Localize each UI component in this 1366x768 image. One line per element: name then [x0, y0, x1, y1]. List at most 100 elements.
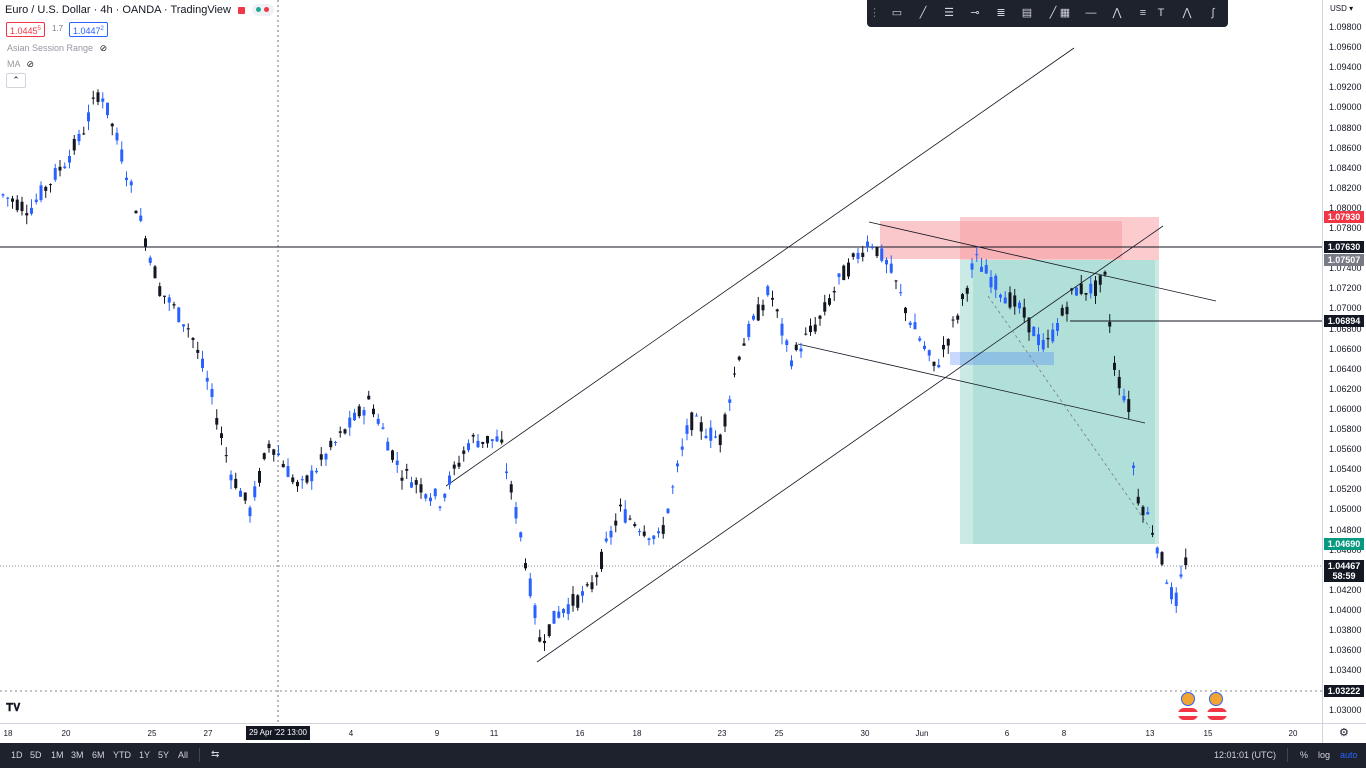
bull-candle[interactable]	[253, 486, 257, 498]
bull-candle[interactable]	[994, 275, 998, 290]
bear-candle[interactable]	[1098, 275, 1102, 285]
bull-candle[interactable]	[856, 252, 860, 259]
bull-candle[interactable]	[918, 338, 922, 341]
bull-candle[interactable]	[6, 197, 10, 199]
bull-candle[interactable]	[866, 241, 869, 248]
bear-candle[interactable]	[600, 551, 603, 569]
bull-candle[interactable]	[286, 466, 290, 477]
bear-candle[interactable]	[524, 563, 527, 569]
bull-candle[interactable]	[1018, 302, 1021, 309]
bull-candle[interactable]	[433, 488, 437, 497]
bull-candle[interactable]	[101, 98, 105, 102]
bear-candle[interactable]	[1127, 399, 1131, 413]
bull-candle[interactable]	[657, 531, 660, 534]
bull-candle[interactable]	[106, 102, 109, 116]
bull-candle[interactable]	[528, 578, 532, 597]
bull-candle[interactable]	[999, 294, 1002, 298]
bear-candle[interactable]	[191, 338, 195, 340]
bull-candle[interactable]	[410, 482, 413, 488]
bear-candle[interactable]	[847, 262, 850, 277]
bull-candle[interactable]	[395, 460, 399, 465]
bear-candle[interactable]	[1046, 337, 1050, 340]
bear-candle[interactable]	[842, 265, 846, 281]
trend-line[interactable]	[868, 221, 1217, 302]
percent-toggle[interactable]: %	[1300, 750, 1309, 760]
bull-candle[interactable]	[562, 609, 565, 614]
bear-candle[interactable]	[1060, 307, 1064, 316]
bull-candle[interactable]	[514, 507, 518, 519]
bull-candle[interactable]	[495, 436, 499, 442]
range-6m[interactable]: 6M	[92, 750, 105, 760]
bear-candle[interactable]	[619, 504, 622, 507]
bull-candle[interactable]	[362, 410, 366, 416]
bear-candle[interactable]	[196, 349, 200, 353]
bear-candle[interactable]	[1103, 271, 1107, 275]
bear-candle[interactable]	[163, 295, 166, 297]
eye-hidden-icon[interactable]: ⊘	[26, 59, 35, 69]
bull-candle[interactable]	[1170, 587, 1173, 600]
log-toggle[interactable]: log	[1318, 750, 1331, 760]
bull-candle[interactable]	[300, 479, 304, 481]
bear-candle[interactable]	[457, 462, 461, 467]
currency-selector[interactable]: USD ▾	[1330, 4, 1354, 13]
bear-candle[interactable]	[1160, 552, 1164, 565]
bear-candle[interactable]	[58, 166, 62, 171]
bull-candle[interactable]	[1089, 283, 1093, 294]
bull-candle[interactable]	[1165, 582, 1169, 584]
pattern-icon[interactable]: ⋀	[1182, 7, 1192, 19]
bull-candle[interactable]	[148, 257, 152, 263]
bull-candle[interactable]	[647, 538, 651, 541]
fib-icon[interactable]: ☰	[944, 7, 954, 19]
bear-candle[interactable]	[1008, 292, 1012, 308]
bull-candle[interactable]	[467, 443, 470, 451]
bear-candle[interactable]	[319, 454, 323, 460]
bull-candle[interactable]	[533, 605, 537, 619]
bear-candle[interactable]	[262, 453, 266, 460]
range-5d[interactable]: 5D	[30, 750, 42, 760]
bear-candle[interactable]	[809, 325, 812, 333]
bull-candle[interactable]	[1132, 465, 1135, 468]
bull-candle[interactable]	[39, 185, 43, 201]
bull-candle[interactable]	[989, 277, 993, 288]
bull-candle[interactable]	[386, 441, 390, 451]
bull-candle[interactable]	[1075, 287, 1078, 296]
bear-candle[interactable]	[186, 328, 190, 330]
bull-candle[interactable]	[566, 604, 570, 614]
bull-candle[interactable]	[519, 532, 523, 538]
bull-candle[interactable]	[353, 412, 356, 421]
bear-candle[interactable]	[82, 133, 86, 135]
bull-candle[interactable]	[923, 345, 926, 350]
bear-candle[interactable]	[543, 640, 546, 644]
bear-candle[interactable]	[15, 199, 19, 211]
drag-handle-icon[interactable]: ⋮	[869, 7, 880, 19]
bear-candle[interactable]	[234, 478, 238, 489]
take-profit-zone-inner[interactable]	[973, 260, 1155, 544]
bull-candle[interactable]	[970, 263, 974, 270]
bear-candle[interactable]	[258, 471, 261, 483]
bear-candle[interactable]	[723, 414, 727, 427]
bull-candle[interactable]	[376, 418, 380, 424]
table-icon[interactable]: ▤	[1021, 7, 1033, 19]
bear-candle[interactable]	[419, 484, 423, 493]
bear-candle[interactable]	[804, 333, 808, 335]
take-profit-zone[interactable]	[960, 260, 1159, 544]
bear-candle[interactable]	[1141, 506, 1145, 516]
bear-candle[interactable]	[733, 373, 736, 375]
bull-candle[interactable]	[623, 509, 627, 523]
bear-candle[interactable]	[25, 213, 29, 216]
bear-candle[interactable]	[538, 637, 542, 642]
bull-candle[interactable]	[229, 474, 233, 481]
bear-candle[interactable]	[861, 252, 865, 257]
bull-candle[interactable]	[557, 611, 561, 618]
bear-candle[interactable]	[576, 595, 580, 608]
bear-candle[interactable]	[832, 291, 836, 293]
bull-candle[interactable]	[1155, 547, 1159, 554]
channel-lower-line[interactable]	[536, 225, 1164, 663]
us-flag-icon[interactable]	[1207, 708, 1227, 720]
bear-candle[interactable]	[904, 307, 907, 314]
bull-candle[interactable]	[1037, 334, 1040, 346]
economic-event-icon[interactable]	[1209, 692, 1223, 706]
bull-candle[interactable]	[115, 132, 119, 141]
bull-candle[interactable]	[728, 399, 732, 403]
bull-candle[interactable]	[310, 470, 314, 482]
